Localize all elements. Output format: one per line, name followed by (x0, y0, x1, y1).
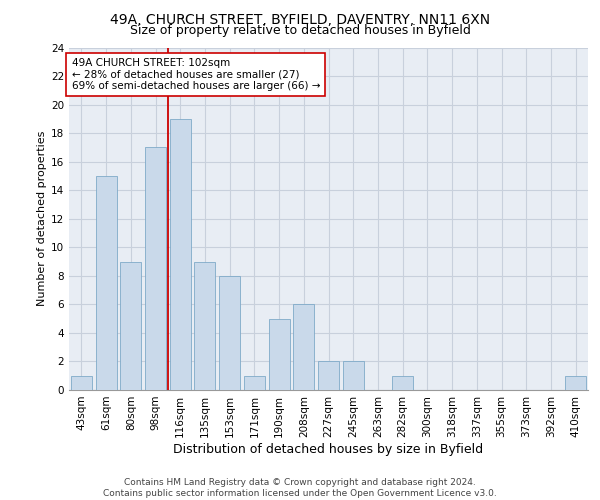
Bar (318, 362, 339, 390)
Bar (343, 362, 364, 390)
Bar (71, 376, 92, 390)
Text: 49A CHURCH STREET: 102sqm
← 28% of detached houses are smaller (27)
69% of semi-: 49A CHURCH STREET: 102sqm ← 28% of detac… (71, 58, 320, 91)
Bar (565, 376, 586, 390)
Text: 49A, CHURCH STREET, BYFIELD, DAVENTRY, NN11 6XN: 49A, CHURCH STREET, BYFIELD, DAVENTRY, N… (110, 12, 490, 26)
Bar (145, 148, 166, 390)
Bar (170, 119, 191, 390)
Text: Size of property relative to detached houses in Byfield: Size of property relative to detached ho… (130, 24, 470, 37)
Bar (219, 276, 240, 390)
Bar (194, 262, 215, 390)
Bar (293, 304, 314, 390)
Bar (392, 376, 413, 390)
Text: Contains HM Land Registry data © Crown copyright and database right 2024.
Contai: Contains HM Land Registry data © Crown c… (103, 478, 497, 498)
Bar (120, 262, 141, 390)
Bar (269, 318, 290, 390)
Y-axis label: Number of detached properties: Number of detached properties (37, 131, 47, 306)
Bar (244, 376, 265, 390)
Bar (95, 176, 116, 390)
X-axis label: Distribution of detached houses by size in Byfield: Distribution of detached houses by size … (173, 442, 484, 456)
